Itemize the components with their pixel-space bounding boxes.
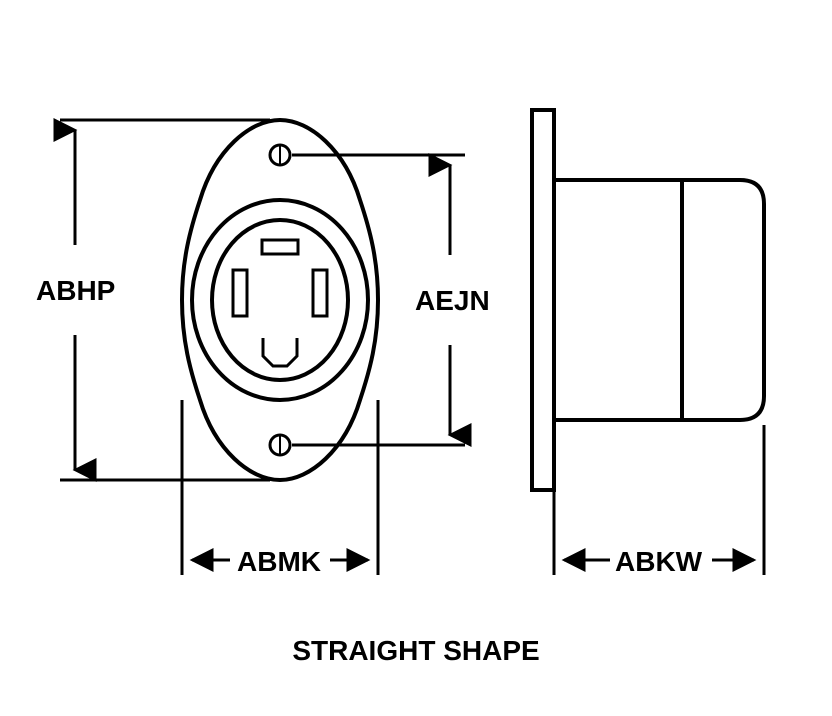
label-abhp: ABHP [36, 275, 115, 307]
label-aejn: AEJN [415, 285, 490, 317]
top-slot [262, 240, 298, 254]
technical-diagram [0, 0, 832, 716]
ground-slot [263, 338, 297, 366]
front-view [182, 120, 378, 480]
diagram-title: STRAIGHT SHAPE [0, 635, 832, 667]
side-body [554, 180, 764, 420]
side-flange [532, 110, 554, 490]
right-slot [313, 270, 327, 316]
left-slot [233, 270, 247, 316]
side-view [532, 110, 764, 490]
label-abmk: ABMK [237, 546, 321, 578]
label-abkw: ABKW [615, 546, 702, 578]
